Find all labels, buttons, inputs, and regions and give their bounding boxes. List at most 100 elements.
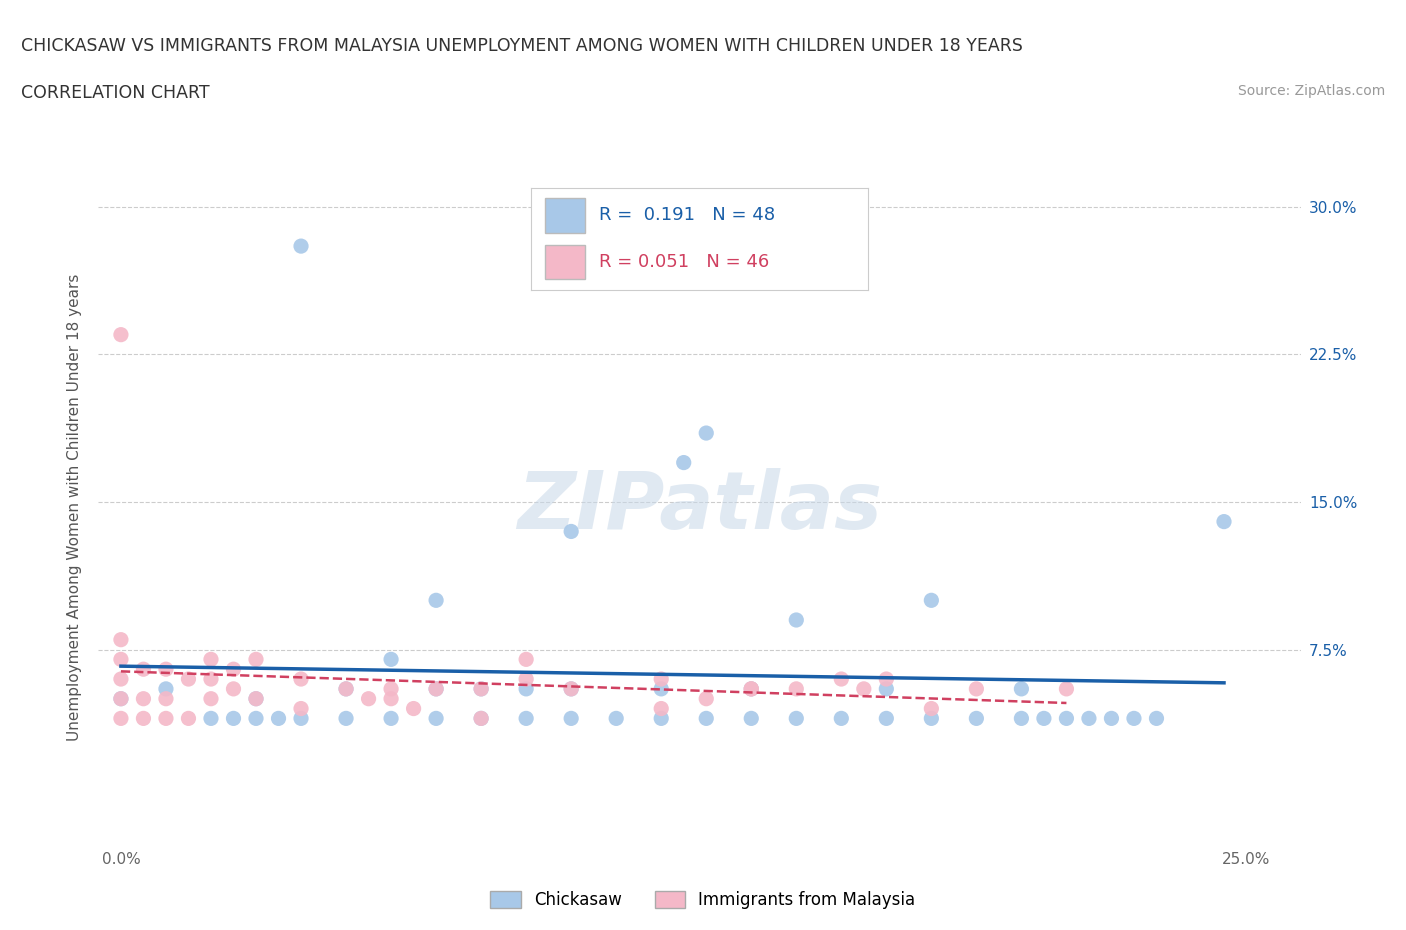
- Point: [357, 691, 380, 706]
- Point: [425, 711, 447, 725]
- Point: [380, 652, 402, 667]
- Point: [785, 682, 807, 697]
- Point: [425, 682, 447, 697]
- Point: [200, 671, 222, 686]
- Point: [560, 711, 582, 725]
- Point: [335, 711, 357, 725]
- Point: [785, 711, 807, 725]
- Point: [515, 652, 537, 667]
- Point: [110, 691, 132, 706]
- Point: [515, 682, 537, 697]
- Point: [1146, 711, 1168, 725]
- Point: [672, 455, 695, 470]
- Point: [1054, 711, 1077, 725]
- Point: [470, 711, 492, 725]
- Point: [155, 691, 177, 706]
- Point: [515, 711, 537, 725]
- Point: [290, 711, 312, 725]
- Point: [830, 711, 852, 725]
- Point: [200, 652, 222, 667]
- Point: [650, 671, 672, 686]
- Point: [740, 682, 762, 697]
- Point: [380, 711, 402, 725]
- Point: [740, 682, 762, 697]
- Point: [155, 711, 177, 725]
- Point: [740, 711, 762, 725]
- Point: [425, 682, 447, 697]
- Point: [1077, 711, 1099, 725]
- Point: [920, 593, 942, 608]
- Point: [132, 662, 155, 677]
- Point: [650, 711, 672, 725]
- Point: [1054, 682, 1077, 697]
- Y-axis label: Unemployment Among Women with Children Under 18 years: Unemployment Among Women with Children U…: [66, 273, 82, 740]
- Text: ZIPatlas: ZIPatlas: [517, 468, 882, 546]
- Point: [1123, 711, 1146, 725]
- Point: [965, 682, 987, 697]
- Point: [402, 701, 425, 716]
- Point: [200, 691, 222, 706]
- Point: [380, 682, 402, 697]
- Point: [267, 711, 290, 725]
- Text: CORRELATION CHART: CORRELATION CHART: [21, 84, 209, 101]
- Point: [1032, 711, 1054, 725]
- Point: [965, 711, 987, 725]
- Point: [695, 426, 717, 441]
- Point: [830, 671, 852, 686]
- Point: [740, 682, 762, 697]
- Point: [785, 613, 807, 628]
- Point: [110, 632, 132, 647]
- Point: [335, 682, 357, 697]
- Text: CHICKASAW VS IMMIGRANTS FROM MALAYSIA UNEMPLOYMENT AMONG WOMEN WITH CHILDREN UND: CHICKASAW VS IMMIGRANTS FROM MALAYSIA UN…: [21, 37, 1024, 55]
- Point: [155, 662, 177, 677]
- Point: [132, 691, 155, 706]
- Point: [470, 682, 492, 697]
- Point: [650, 701, 672, 716]
- Point: [852, 682, 875, 697]
- Point: [875, 671, 897, 686]
- Point: [290, 671, 312, 686]
- Point: [695, 691, 717, 706]
- Point: [110, 711, 132, 725]
- Point: [470, 711, 492, 725]
- Point: [155, 682, 177, 697]
- Point: [335, 682, 357, 697]
- Point: [132, 711, 155, 725]
- Point: [1101, 711, 1123, 725]
- Legend: Chickasaw, Immigrants from Malaysia: Chickasaw, Immigrants from Malaysia: [482, 883, 924, 917]
- Point: [290, 701, 312, 716]
- Point: [245, 691, 267, 706]
- Point: [1010, 711, 1032, 725]
- Point: [605, 711, 627, 725]
- Point: [875, 682, 897, 697]
- Point: [425, 593, 447, 608]
- Point: [222, 711, 245, 725]
- Point: [920, 711, 942, 725]
- Point: [222, 662, 245, 677]
- Text: Source: ZipAtlas.com: Source: ZipAtlas.com: [1237, 84, 1385, 98]
- Point: [177, 711, 200, 725]
- Point: [177, 671, 200, 686]
- Point: [380, 691, 402, 706]
- Point: [560, 524, 582, 538]
- Point: [222, 682, 245, 697]
- Point: [110, 652, 132, 667]
- Point: [560, 682, 582, 697]
- Point: [650, 682, 672, 697]
- Point: [245, 711, 267, 725]
- Point: [875, 711, 897, 725]
- Point: [470, 682, 492, 697]
- Point: [920, 701, 942, 716]
- Point: [1213, 514, 1236, 529]
- Point: [560, 682, 582, 697]
- Point: [110, 671, 132, 686]
- Point: [245, 652, 267, 667]
- Point: [290, 239, 312, 254]
- Point: [695, 711, 717, 725]
- Point: [110, 327, 132, 342]
- Point: [200, 711, 222, 725]
- Point: [1010, 682, 1032, 697]
- Point: [515, 671, 537, 686]
- Point: [245, 691, 267, 706]
- Point: [110, 691, 132, 706]
